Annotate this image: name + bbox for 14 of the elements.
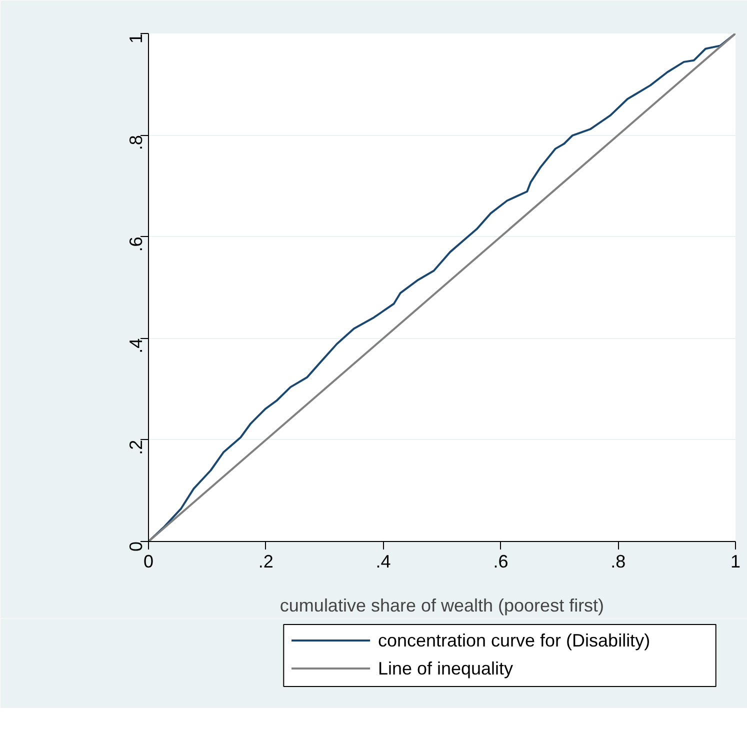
y-tick-label: .8 <box>126 135 146 150</box>
legend-label: concentration curve for (Disability) <box>378 630 650 650</box>
y-tick-label: 1 <box>126 33 146 44</box>
x-tick-label: .2 <box>258 552 274 572</box>
y-tick-label: .2 <box>126 440 146 455</box>
x-tick-label: .4 <box>376 552 391 572</box>
legend-label: Line of inequality <box>378 658 514 678</box>
x-tick-label: .8 <box>610 552 626 572</box>
y-tick-label: 0 <box>126 541 146 552</box>
y-tick-label: .4 <box>126 338 146 354</box>
x-tick-label: .6 <box>493 552 508 572</box>
x-axis-title: cumulative share of wealth (poorest first) <box>280 596 604 616</box>
x-tick-label: 1 <box>730 552 741 572</box>
y-tick-label: .6 <box>126 236 146 252</box>
